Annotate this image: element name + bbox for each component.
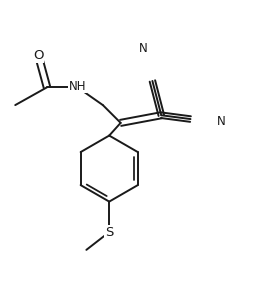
Text: N: N [217, 115, 225, 128]
Text: O: O [33, 49, 43, 62]
Text: NH: NH [69, 80, 86, 93]
Text: S: S [105, 225, 113, 239]
Text: N: N [139, 42, 148, 55]
